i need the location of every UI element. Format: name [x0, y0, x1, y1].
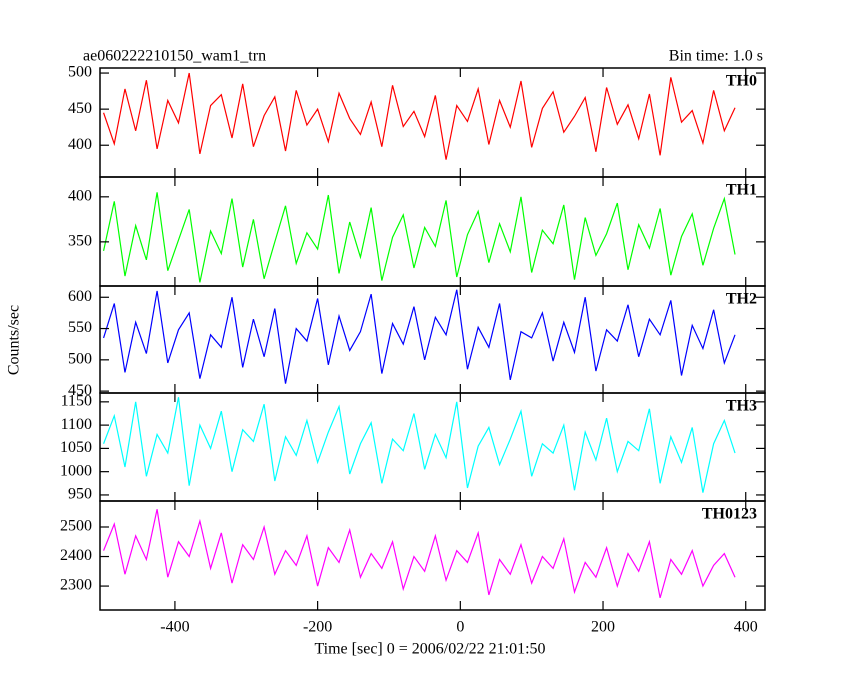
- data-line: [103, 397, 736, 493]
- series-label: TH3: [726, 398, 757, 415]
- panel-frame: [99, 500, 766, 611]
- panel-frame: [99, 176, 766, 287]
- y-tick-label: 400: [68, 187, 92, 204]
- plot-area: [103, 397, 736, 493]
- x-axis-label: Time [sec] 0 = 2006/02/22 21:01:50: [314, 641, 545, 658]
- panel-frame: [99, 67, 766, 178]
- y-tick-label: 1050: [60, 439, 92, 456]
- y-tick-label: 500: [68, 64, 92, 81]
- y-tick-label: 2300: [60, 577, 92, 594]
- data-line: [102, 192, 736, 283]
- y-tick-label: 1100: [61, 416, 92, 433]
- y-tick-label: 1150: [61, 393, 92, 410]
- x-tick-label: 400: [734, 619, 758, 636]
- y-tick-label: 500: [68, 351, 92, 368]
- series-label: TH0: [726, 73, 757, 90]
- y-tick-label: 400: [68, 136, 92, 153]
- series-label: TH1: [726, 182, 757, 199]
- plot-area: [102, 192, 736, 283]
- y-tick-label: 450: [68, 382, 92, 399]
- data-line: [103, 509, 736, 599]
- plot-area: [103, 72, 736, 160]
- x-tick-label: -200: [303, 619, 332, 636]
- plot-area: [103, 509, 736, 599]
- y-tick-label: 1000: [60, 462, 92, 479]
- plot-area: [102, 289, 736, 384]
- x-tick-label: 200: [591, 619, 615, 636]
- chart-subtitle: Bin time: 1.0 s: [669, 48, 763, 65]
- series-label: TH0123: [702, 506, 757, 523]
- series-label: TH2: [726, 291, 757, 308]
- x-tick-label: 0: [456, 619, 464, 636]
- y-tick-label: 550: [68, 319, 92, 336]
- panel-frame: [99, 392, 766, 502]
- data-line: [103, 72, 736, 160]
- y-tick-label: 450: [68, 100, 92, 117]
- y-tick-label: 2500: [60, 518, 92, 535]
- y-tick-label: 350: [68, 233, 92, 250]
- y-tick-label: 2400: [60, 547, 92, 564]
- data-line: [102, 289, 736, 384]
- x-tick-label: -400: [160, 619, 189, 636]
- chart-title: ae060222210150_wam1_trn: [83, 48, 266, 65]
- y-tick-label: 600: [68, 288, 92, 305]
- y-tick-label: 950: [68, 486, 92, 503]
- y-axis-label: Counts/sec: [6, 305, 23, 375]
